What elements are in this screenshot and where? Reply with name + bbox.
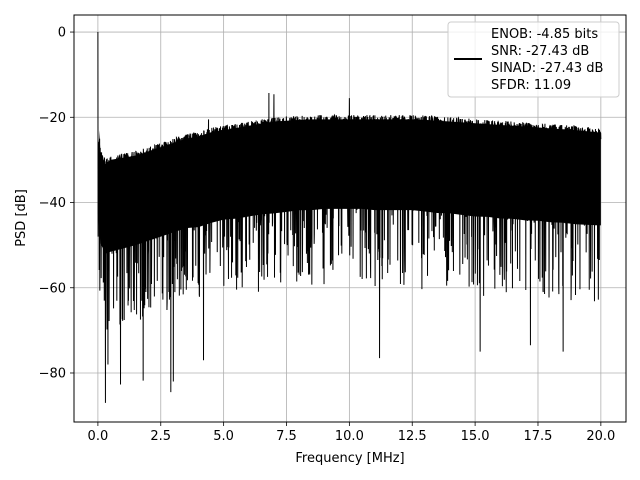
- y-tick-label: −20: [39, 111, 66, 126]
- x-axis-label: Frequency [MHz]: [295, 451, 404, 466]
- x-tick-label: 15.0: [461, 429, 490, 444]
- y-axis: 0 −20 −40 −60 −80: [39, 26, 74, 381]
- plot-area: [97, 32, 602, 403]
- plot-frame: [73, 14, 627, 423]
- legend-entry-snr: SNR: -27.43 dB: [491, 44, 589, 59]
- x-tick-label: 17.5: [524, 429, 553, 444]
- x-axis: 0.0 2.5 5.0 7.5 10.0 12.5 15.0 17.5 20.0: [88, 422, 615, 444]
- x-tick-label: 10.0: [335, 429, 364, 444]
- x-tick-label: 2.5: [150, 429, 171, 444]
- x-tick-label: 7.5: [276, 429, 297, 444]
- x-tick-label: 12.5: [398, 429, 427, 444]
- y-tick-label: −40: [39, 196, 66, 211]
- x-tick-label: 20.0: [586, 429, 615, 444]
- y-tick-label: 0: [58, 26, 66, 41]
- x-tick-label: 5.0: [213, 429, 234, 444]
- x-tick-label: 0.0: [88, 429, 109, 444]
- psd-series-line: [97, 32, 602, 403]
- y-tick-label: −80: [39, 366, 66, 381]
- legend-entry-sfdr: SFDR: 11.09: [491, 78, 571, 93]
- legend-entry-enob: ENOB: -4.85 bits: [491, 27, 598, 42]
- legend-box: [447, 21, 620, 98]
- legend: ENOB: -4.85 bits SNR: -27.43 dB SINAD: -…: [447, 21, 620, 98]
- y-tick-label: −60: [39, 281, 66, 296]
- y-axis-label: PSD [dB]: [14, 189, 29, 247]
- legend-entry-sinad: SINAD: -27.43 dB: [491, 61, 603, 76]
